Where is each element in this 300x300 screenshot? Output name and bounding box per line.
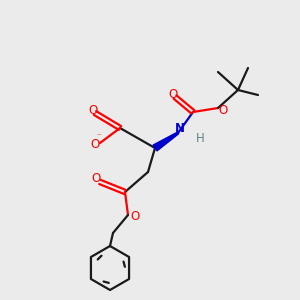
Text: H: H bbox=[196, 131, 204, 145]
Text: O: O bbox=[168, 88, 178, 100]
Text: O: O bbox=[88, 104, 98, 118]
Text: O: O bbox=[90, 139, 100, 152]
Text: N: N bbox=[175, 122, 185, 136]
Text: O: O bbox=[92, 172, 100, 185]
Text: O: O bbox=[218, 104, 228, 118]
Polygon shape bbox=[153, 132, 178, 151]
Text: O: O bbox=[130, 211, 140, 224]
Text: ⁻: ⁻ bbox=[97, 133, 101, 142]
